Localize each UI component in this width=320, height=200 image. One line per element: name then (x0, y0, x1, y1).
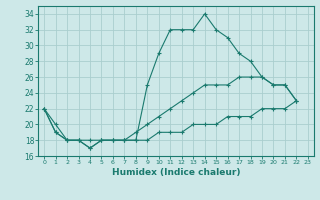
X-axis label: Humidex (Indice chaleur): Humidex (Indice chaleur) (112, 168, 240, 177)
